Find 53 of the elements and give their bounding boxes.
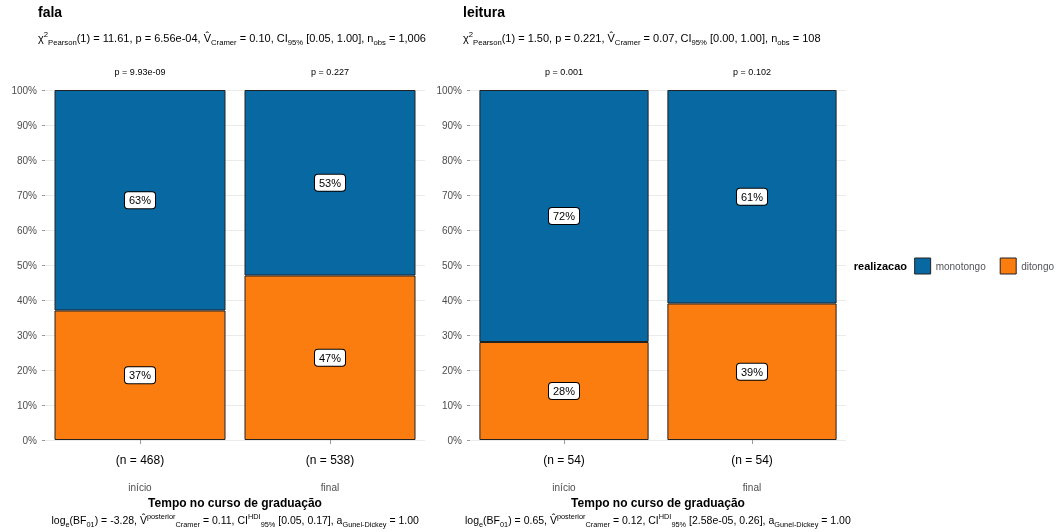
data-label: 39% bbox=[740, 365, 764, 378]
chart-title: fala bbox=[38, 4, 63, 20]
y-tick-label: 60% bbox=[441, 224, 463, 236]
y-tick-label: 70% bbox=[16, 189, 38, 201]
x-tick-label: final bbox=[742, 481, 762, 493]
y-tick-label: 40% bbox=[16, 294, 38, 306]
data-label: 72% bbox=[552, 210, 576, 222]
data-label: 63% bbox=[128, 194, 152, 207]
y-tick-label: 50% bbox=[441, 259, 463, 271]
y-tick-label: 70% bbox=[441, 189, 463, 201]
x-axis-title: Tempo no curso de graduação bbox=[571, 495, 745, 510]
x-axis-title: Tempo no curso de graduação bbox=[148, 495, 322, 510]
annotation: p = 0.227 bbox=[311, 67, 349, 77]
y-tick-label: 100% bbox=[436, 84, 463, 96]
annotation: (n = 54) bbox=[543, 453, 585, 467]
legend-label: monotongo bbox=[935, 260, 987, 272]
data-label: 47% bbox=[318, 351, 342, 364]
y-tick-label: 30% bbox=[441, 329, 463, 341]
text: χ$^{2}$$_{Pearson}$(1) = 1.50, p = 0.221, V̂$_{Cramer}$ = 0.07, CI$_{95%}$ [0.00, 1.00], n$_{obs}$ = 108 bbox=[463, 30, 821, 47]
data-label: 37% bbox=[128, 369, 152, 382]
chart-title: leitura bbox=[463, 4, 506, 20]
y-tick-label: 20% bbox=[16, 364, 38, 376]
text: log$_{e}$(BF$_{01}$) = 0.65, V̂$^{posterior}$$_{Cramer}$ = 0.12, CI$^{HDI}$$_{95%}$ [2.58e-05, 0.26], a$_{Gunel-Dickey}$ = 1.00 bbox=[465, 512, 851, 529]
y-tick-label: 60% bbox=[16, 224, 38, 236]
y-tick-label: 10% bbox=[16, 399, 38, 411]
y-tick-label: 30% bbox=[16, 329, 38, 341]
y-tick-label: 0% bbox=[447, 434, 463, 446]
y-tick-label: 40% bbox=[441, 294, 463, 306]
y-tick-label: 80% bbox=[16, 154, 38, 166]
annotation: p = 0.001 bbox=[545, 67, 583, 77]
y-tick-label: 20% bbox=[441, 364, 463, 376]
text: χ$^{2}$$_{Pearson}$(1) = 11.61, p = 6.56e-04, V̂$_{Cramer}$ = 0.10, CI$_{95%}$ [0.05, 1.00], n$_{obs}$ = 1,006 bbox=[38, 30, 426, 47]
data-label: 53% bbox=[318, 176, 342, 189]
annotation: p = 9.93e-09 bbox=[114, 67, 166, 77]
data-label: 28% bbox=[552, 385, 576, 397]
y-tick-label: 90% bbox=[441, 119, 463, 131]
x-tick-label: início bbox=[552, 481, 577, 493]
annotation: (n = 54) bbox=[731, 453, 773, 467]
text: log$_{e}$(BF$_{01}$) = -3.28, V̂$^{posterior}$$_{Cramer}$ = 0.11, CI$^{HDI}$$_{95%}$ [0.05, 0.17], a$_{Gunel-Dickey}$ = 1.00 bbox=[51, 512, 419, 529]
data-label: 61% bbox=[740, 190, 764, 203]
y-tick-label: 0% bbox=[22, 434, 38, 446]
x-tick-label: final bbox=[320, 481, 340, 493]
y-tick-label: 100% bbox=[11, 84, 38, 96]
y-tick-label: 50% bbox=[16, 259, 38, 271]
annotation: p = 0.102 bbox=[733, 67, 771, 77]
annotation: (n = 468) bbox=[115, 453, 165, 467]
legend-title: realizacao bbox=[853, 259, 908, 272]
y-tick-label: 80% bbox=[441, 154, 463, 166]
annotation: (n = 538) bbox=[305, 453, 355, 467]
legend-label: ditongo bbox=[1021, 260, 1055, 272]
y-tick-label: 10% bbox=[441, 399, 463, 411]
y-tick-label: 90% bbox=[16, 119, 38, 131]
x-tick-label: início bbox=[128, 481, 153, 493]
